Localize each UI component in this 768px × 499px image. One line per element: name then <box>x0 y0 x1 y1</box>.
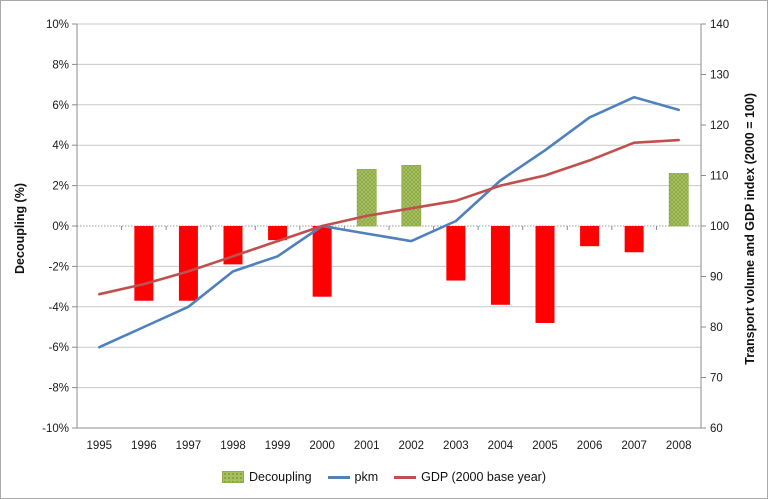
left-axis-tick-label: 2% <box>52 181 69 193</box>
decoupling-bar-negative <box>178 226 198 301</box>
x-axis-year-label: 2000 <box>309 440 335 452</box>
decoupling-bar-positive <box>356 169 377 227</box>
right-axis-tick-label: 90 <box>710 272 723 284</box>
x-axis-year-label: 2002 <box>398 440 424 452</box>
left-axis-title-text: Decoupling (%) <box>13 183 27 274</box>
x-axis-year-label: 1997 <box>176 440 202 452</box>
x-axis-year-label: 1995 <box>86 440 112 452</box>
x-axis-year-label: 2003 <box>443 440 469 452</box>
pkm-swatch-icon <box>327 475 350 479</box>
decoupling-bar-negative <box>446 226 466 281</box>
decoupling-bar-negative <box>580 226 600 247</box>
left-axis-tick-label: -10% <box>42 423 69 435</box>
legend: Decoupling pkm GDP (2000 base year) <box>1 470 767 484</box>
right-axis-tick-label: 80 <box>710 322 723 334</box>
decoupling-bar-negative <box>134 226 154 301</box>
left-axis-tick-label: -8% <box>49 383 69 395</box>
decoupling-bar-positive <box>401 164 422 227</box>
legend-item-decoupling: Decoupling <box>221 470 312 484</box>
x-axis-year-label: 1999 <box>265 440 291 452</box>
x-axis-year-label: 1996 <box>131 440 157 452</box>
left-axis-tick-label: 4% <box>52 140 69 152</box>
left-axis-tick-label: 6% <box>52 100 69 112</box>
decoupling-swatch-icon <box>221 471 244 483</box>
legend-item-gdp: GDP (2000 base year) <box>394 470 546 484</box>
x-axis-year-label: 2001 <box>354 440 380 452</box>
right-axis-tick-label: 60 <box>710 423 723 435</box>
left-axis-tick-label: 8% <box>52 59 69 71</box>
left-axis-tick-label: 10% <box>46 19 69 31</box>
right-axis-title: Transport volume and GDP index (2000 = 1… <box>739 1 761 456</box>
gdp-swatch-icon <box>394 475 417 479</box>
left-axis-tick-label: -2% <box>49 261 69 273</box>
x-axis-year-label: 1998 <box>220 440 246 452</box>
legend-item-pkm: pkm <box>327 470 379 484</box>
right-axis-tick-label: 120 <box>710 120 729 132</box>
x-axis-year-label: 2004 <box>488 440 514 452</box>
x-axis-year-label: 2005 <box>532 440 558 452</box>
legend-label-gdp: GDP (2000 base year) <box>421 470 546 484</box>
right-axis-tick-label: 100 <box>710 221 729 233</box>
decoupling-bar-negative <box>312 226 332 297</box>
left-axis-tick-label: -6% <box>49 342 69 354</box>
left-axis-title: Decoupling (%) <box>9 1 31 456</box>
gdp-line <box>98 138 681 296</box>
left-axis-tick-label: -4% <box>49 302 69 314</box>
decoupling-bar-negative <box>490 226 510 305</box>
right-axis-title-text: Transport volume and GDP index (2000 = 1… <box>743 92 757 365</box>
decoupling-bar-negative <box>535 226 555 323</box>
right-axis-tick-label: 70 <box>710 373 723 385</box>
right-axis-tick-label: 140 <box>710 19 729 31</box>
pkm-line <box>98 95 681 349</box>
right-axis-tick-label: 130 <box>710 70 729 82</box>
right-axis-tick-label: 110 <box>710 171 728 183</box>
x-axis-year-label: 2007 <box>621 440 647 452</box>
legend-label-decoupling: Decoupling <box>248 470 312 484</box>
x-axis-year-label: 2006 <box>577 440 603 452</box>
left-axis-tick-label: 0% <box>52 221 69 233</box>
decoupling-bar-negative <box>268 226 288 241</box>
x-axis-year-label: 2008 <box>666 440 692 452</box>
decoupling-bar-negative <box>624 226 644 253</box>
decoupling-bar-positive <box>668 173 689 227</box>
legend-label-pkm: pkm <box>354 470 379 484</box>
